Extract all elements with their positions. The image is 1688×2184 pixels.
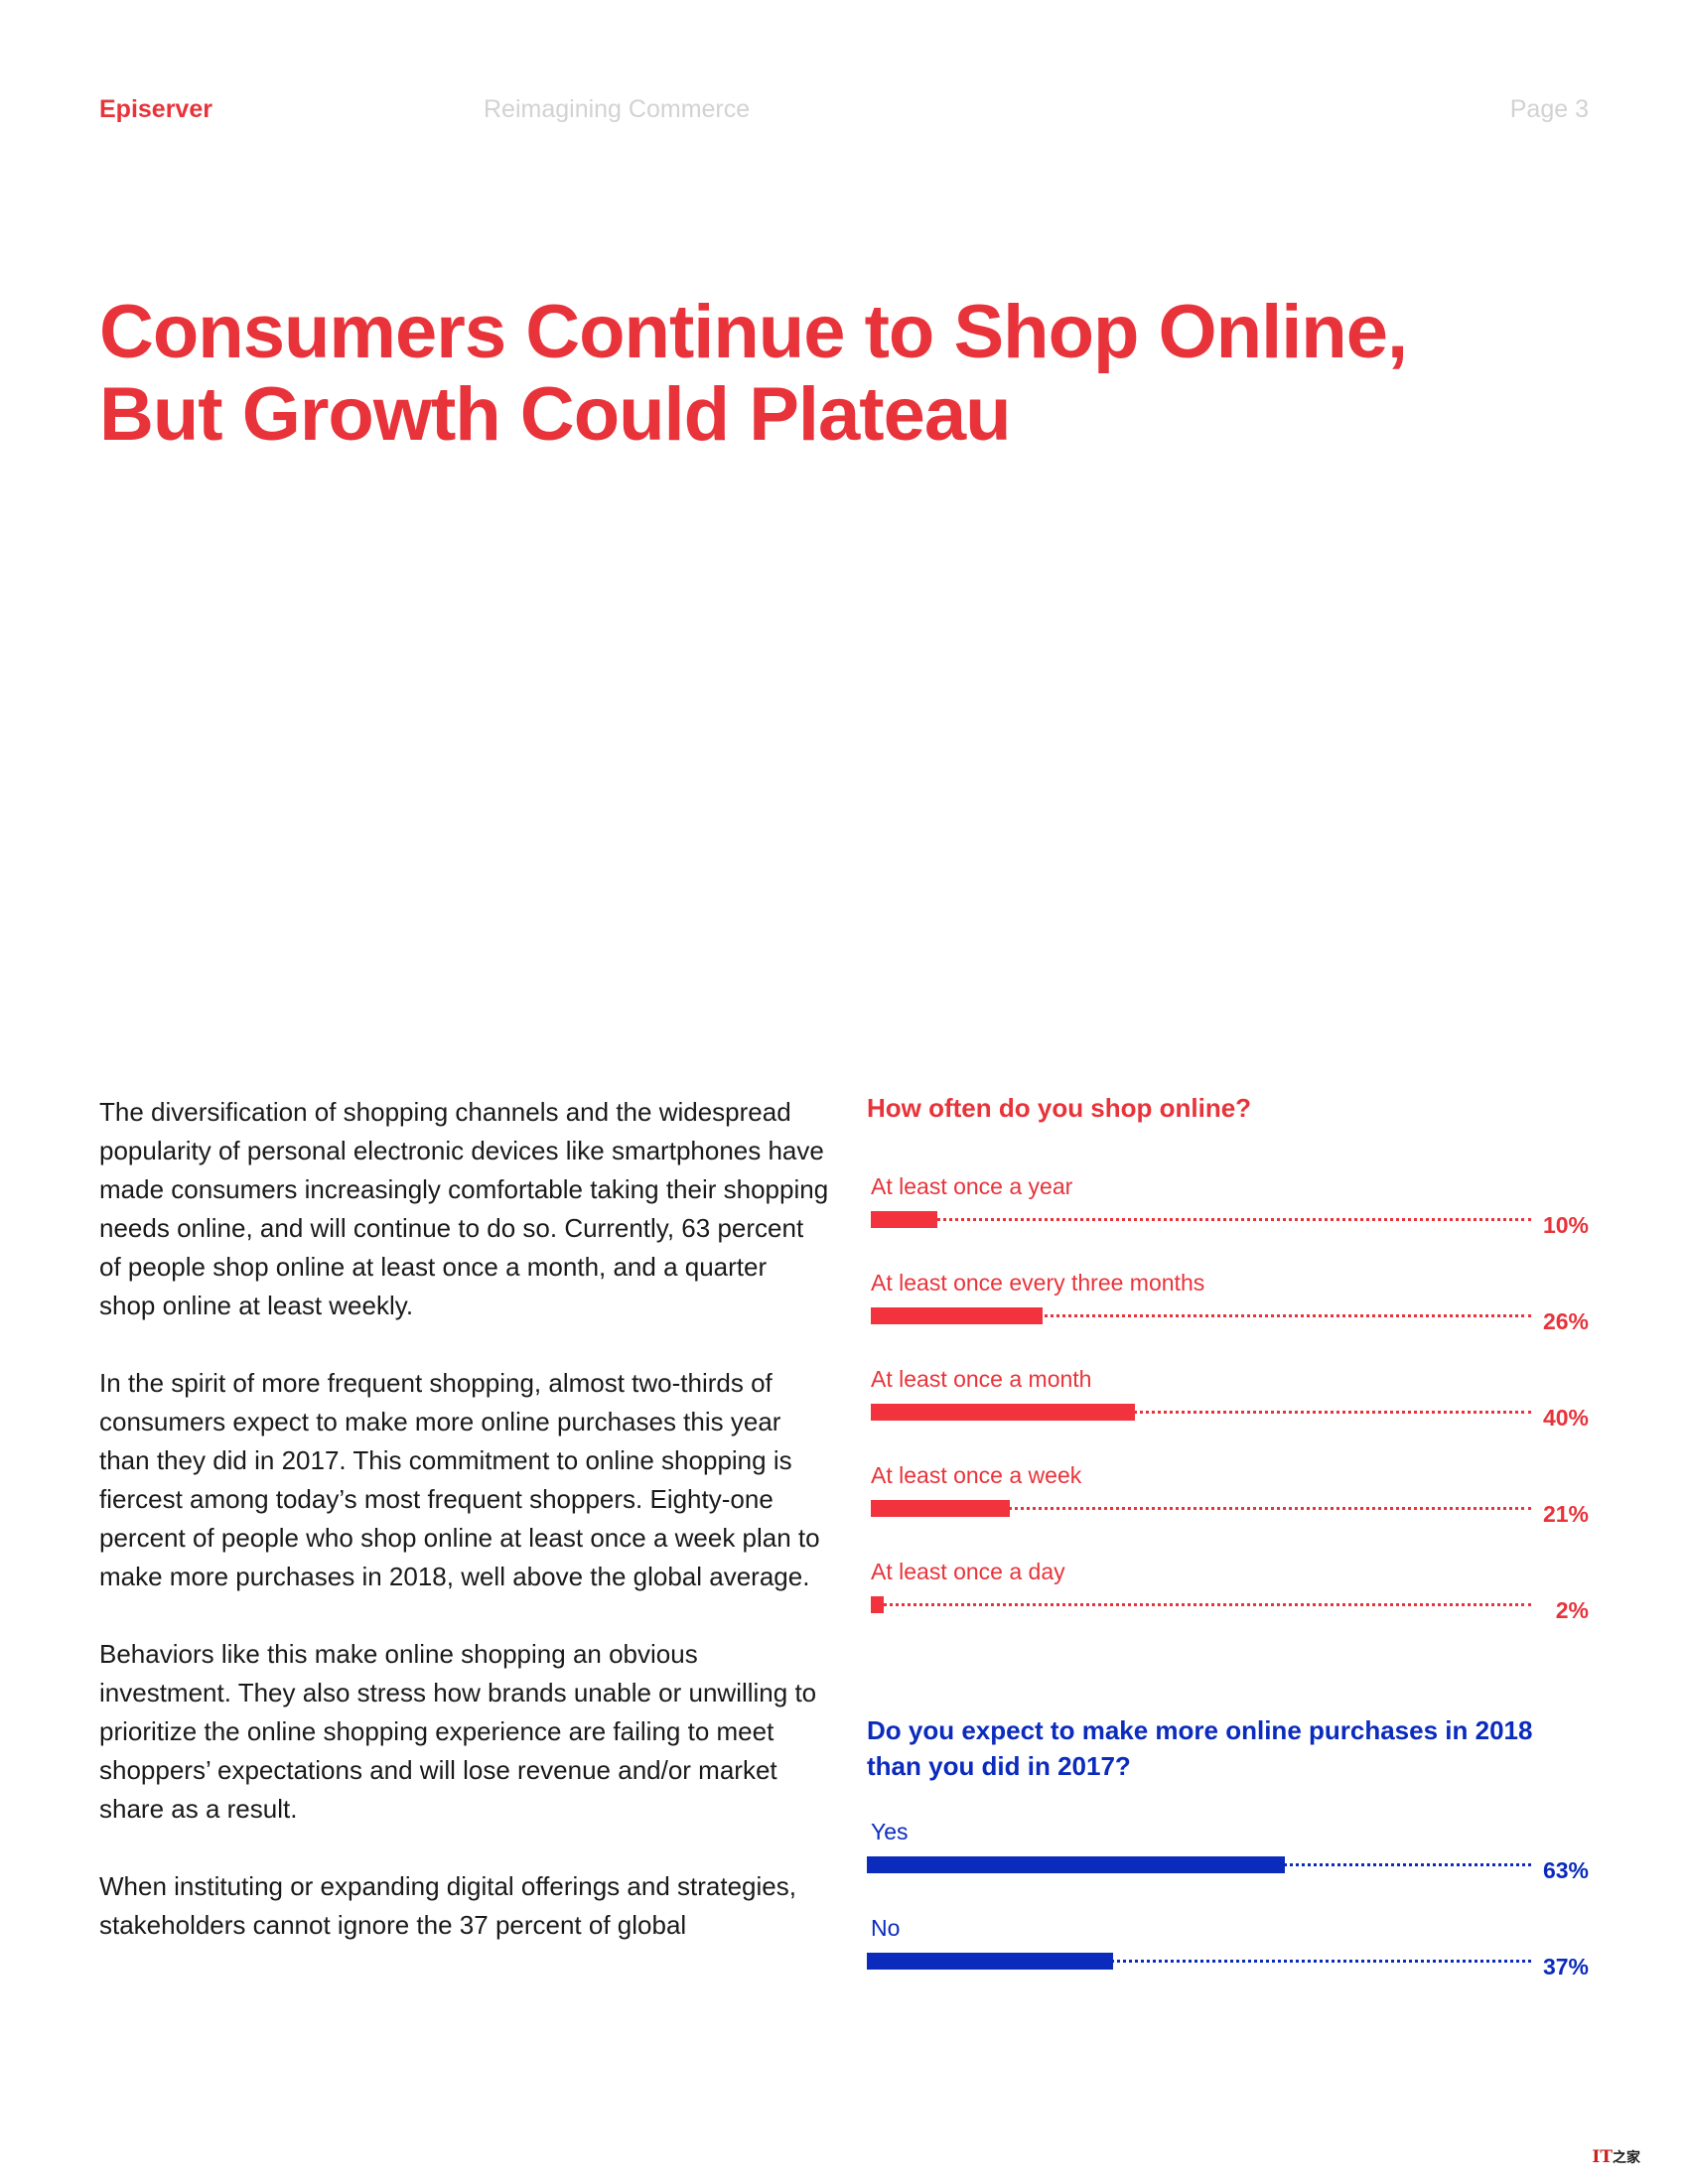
bar-track bbox=[871, 1411, 1531, 1414]
bar-value-label: 37% bbox=[1542, 1954, 1589, 1979]
bar bbox=[871, 1500, 1010, 1517]
page-title-line-2: But Growth Could Plateau bbox=[99, 372, 1012, 457]
bar-row: Yes 63% bbox=[867, 1818, 1589, 1883]
page-number: Page 3 bbox=[1509, 95, 1589, 123]
bar-value-label: 63% bbox=[1542, 1857, 1589, 1883]
bar-row: At least once a day 2% bbox=[867, 1558, 1589, 1623]
bar-row: No 37% bbox=[867, 1914, 1589, 1979]
bar-value-label: 40% bbox=[1542, 1405, 1589, 1431]
bar-value-label: 21% bbox=[1542, 1501, 1589, 1527]
bar-track bbox=[871, 1314, 1531, 1317]
bar-label: At least once a day bbox=[871, 1559, 1065, 1584]
page-title-line-1: Consumers Continue to Shop Online, bbox=[99, 290, 1408, 374]
bar-label: At least once a month bbox=[871, 1366, 1092, 1392]
chart-title: How often do you shop online? bbox=[867, 1093, 1252, 1123]
bar-value-label: 2% bbox=[1555, 1597, 1589, 1623]
bar-row: At least once a year 10% bbox=[867, 1172, 1589, 1238]
bar-track bbox=[871, 1218, 1531, 1221]
body-paragraph: When instituting or expanding digital of… bbox=[99, 1871, 796, 1940]
bar bbox=[871, 1404, 1135, 1421]
shop-frequency-chart: How often do you shop online? At least o… bbox=[867, 1090, 1589, 1623]
bar-label: At least once a year bbox=[871, 1173, 1073, 1199]
bar-label: At least once every three months bbox=[871, 1270, 1205, 1296]
bar-row: At least once every three months 26% bbox=[867, 1269, 1589, 1334]
watermark-logo: IT之家 bbox=[1592, 2147, 1640, 2167]
bar bbox=[871, 1307, 1043, 1324]
bar-track bbox=[867, 1960, 1531, 1963]
bar bbox=[867, 1856, 1286, 1873]
bar-row: At least once a week 21% bbox=[867, 1461, 1589, 1527]
bar bbox=[871, 1211, 937, 1228]
body-paragraph: Behaviors like this make online shopping… bbox=[99, 1639, 817, 1824]
bar-label: At least once a week bbox=[871, 1462, 1082, 1488]
document-title: Reimagining Commerce bbox=[484, 95, 751, 123]
bar-row: At least once a month 40% bbox=[867, 1365, 1589, 1431]
bar-label: Yes bbox=[871, 1819, 909, 1844]
bar-label: No bbox=[871, 1915, 901, 1941]
chart-title: Do you expect to make more online purcha… bbox=[867, 1715, 1533, 1781]
bar-value-label: 26% bbox=[1542, 1308, 1589, 1334]
bar-value-label: 10% bbox=[1542, 1212, 1589, 1238]
body-paragraph: The diversification of shopping channels… bbox=[99, 1097, 829, 1320]
bar bbox=[867, 1953, 1113, 1970]
bar-track bbox=[871, 1603, 1531, 1606]
bar-track bbox=[871, 1507, 1531, 1510]
page-title: Consumers Continue to Shop Online, But G… bbox=[99, 290, 1408, 457]
body-text: The diversification of shopping channels… bbox=[99, 1093, 829, 1983]
bar bbox=[871, 1596, 885, 1613]
purchase-expectation-chart: Do you expect to make more online purcha… bbox=[867, 1712, 1589, 1979]
brand-name: Episerver bbox=[99, 95, 212, 123]
body-paragraph: In the spirit of more frequent shopping,… bbox=[99, 1368, 820, 1591]
